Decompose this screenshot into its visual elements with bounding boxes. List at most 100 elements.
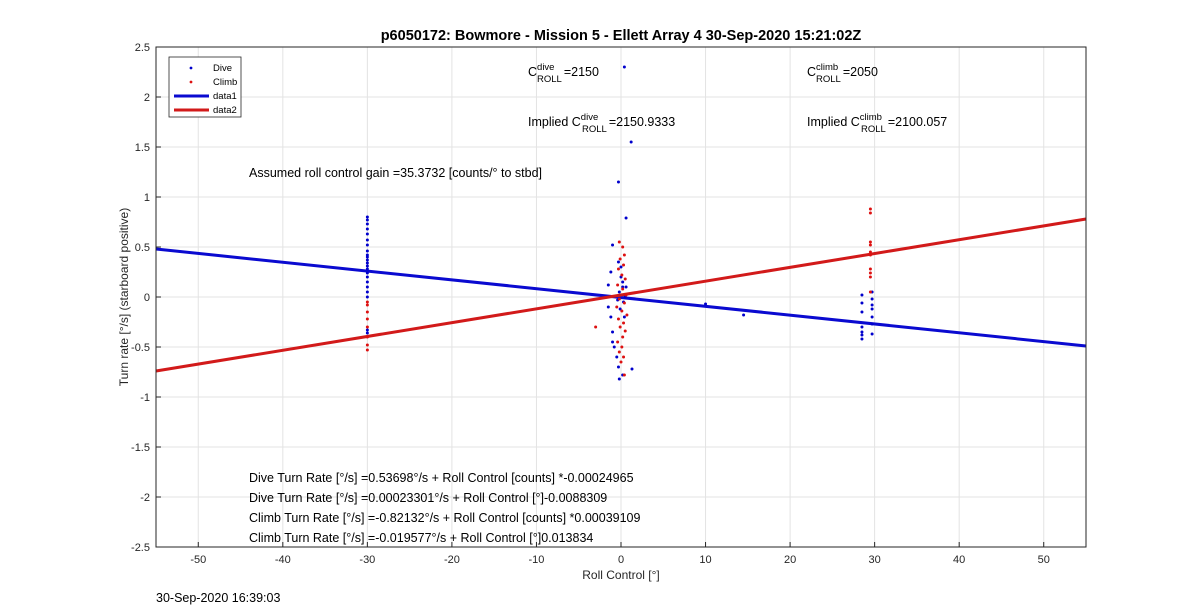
x-tick-label: -20 [444,554,460,566]
dive-point [609,270,613,274]
y-tick-label: 1.5 [135,142,150,154]
climb-point [622,263,626,267]
dive-point [629,140,633,144]
climb-point [365,348,369,352]
x-tick-label: 40 [953,554,965,566]
dive-point [617,290,621,294]
dive-point [616,180,620,184]
dive-point [616,365,620,369]
dive-point [365,258,369,262]
dive-point [860,301,864,305]
climb-point [622,373,626,377]
chart-title: p6050172: Bowmore - Mission 5 - Ellett A… [381,28,862,44]
dive-point [611,243,615,247]
climb-point [616,317,620,321]
equation-climb-counts: Climb Turn Rate [°/s] =-0.82132°/s + Rol… [249,511,641,525]
dive-point [860,330,864,334]
legend-data1-label: data1 [213,91,237,102]
dive-point [611,340,615,344]
x-tick-label: 20 [784,554,796,566]
dive-point [860,310,864,314]
climb-point [624,293,628,297]
climb-point [620,309,624,313]
y-tick-label: 1 [144,192,150,204]
climb-point [868,290,872,294]
climb-point [868,271,872,275]
dive-point [870,315,874,319]
dive-point [616,260,620,264]
dive-point [365,290,369,294]
dive-point [365,328,369,332]
dive-point [742,313,746,317]
x-tick-label: 30 [869,554,881,566]
climb-point [868,253,872,257]
y-tick-label: 0 [144,292,150,304]
dive-point [860,333,864,337]
dive-point [365,243,369,247]
x-tick-label: -30 [359,554,375,566]
dive-point [619,265,623,269]
x-tick-label: -40 [275,554,291,566]
y-tick-label: -2.5 [131,542,150,554]
dive-point [618,307,622,311]
legend-dive-marker [189,66,193,70]
dive-point [365,295,369,299]
dive-point [365,275,369,279]
dive-point [365,264,369,268]
climb-point [365,335,369,339]
dive-point [365,255,369,259]
climb-point [868,207,872,211]
dive-point [624,216,628,220]
dive-point [704,302,708,306]
dive-point [365,267,369,271]
climb-point [617,350,621,354]
dive-point [615,355,619,359]
x-tick-label: 0 [618,554,624,566]
climb-point [617,297,621,301]
dive-point [617,377,621,381]
legend-box [168,56,242,118]
climb-point [618,325,622,329]
climb-point [621,335,625,339]
dive-point [611,330,615,334]
climb-point [618,257,622,261]
dive-point [365,238,369,242]
climb-point [623,329,627,333]
dive-point [606,283,610,287]
y-tick-label: -0.5 [131,342,150,354]
climb-point [620,345,624,349]
climb-point [616,267,620,271]
climb-point [617,240,621,244]
dive-point [365,280,369,284]
dive-point [870,322,874,326]
climb-point [868,240,872,244]
x-tick-label: -50 [190,554,206,566]
climb-point [868,211,872,215]
dive-point [622,315,626,319]
axis-ticks: -50 -40 -30 -20 -10 0 10 20 30 40 50-2.5-2-1.5-1-0… [131,42,1050,566]
dive-point [624,285,628,289]
fit-line-data1 [155,247,1087,348]
data-points [365,65,874,381]
annotation-c-climb: Cclimb ROLL=2050 [807,62,878,85]
climb-point [868,243,872,247]
annotation-implied-climb: Implied Cclimb ROLL=2100.057 [807,112,947,135]
dive-point [365,331,369,335]
equation-dive-counts: Dive Turn Rate [°/s] =0.53698°/s + Roll … [249,471,634,485]
climb-point [365,343,369,347]
dive-point [365,261,369,265]
annotation-roll-gain: Assumed roll control gain =35.3732 [coun… [249,166,542,180]
climb-point [621,287,625,291]
dive-point [365,232,369,236]
y-tick-label: -1.5 [131,442,150,454]
climb-point [619,360,623,364]
climb-point [625,313,629,317]
climb-point [868,250,872,254]
y-tick-label: 2 [144,92,150,104]
y-tick-label: -1 [140,392,150,404]
x-tick-label: 50 [1038,554,1050,566]
dive-point [606,305,610,309]
x-tick-label: 10 [699,554,711,566]
legend-climb-label: Climb [213,77,237,88]
y-axis-label: Turn rate [°/s] (starboard positive) [117,208,131,386]
